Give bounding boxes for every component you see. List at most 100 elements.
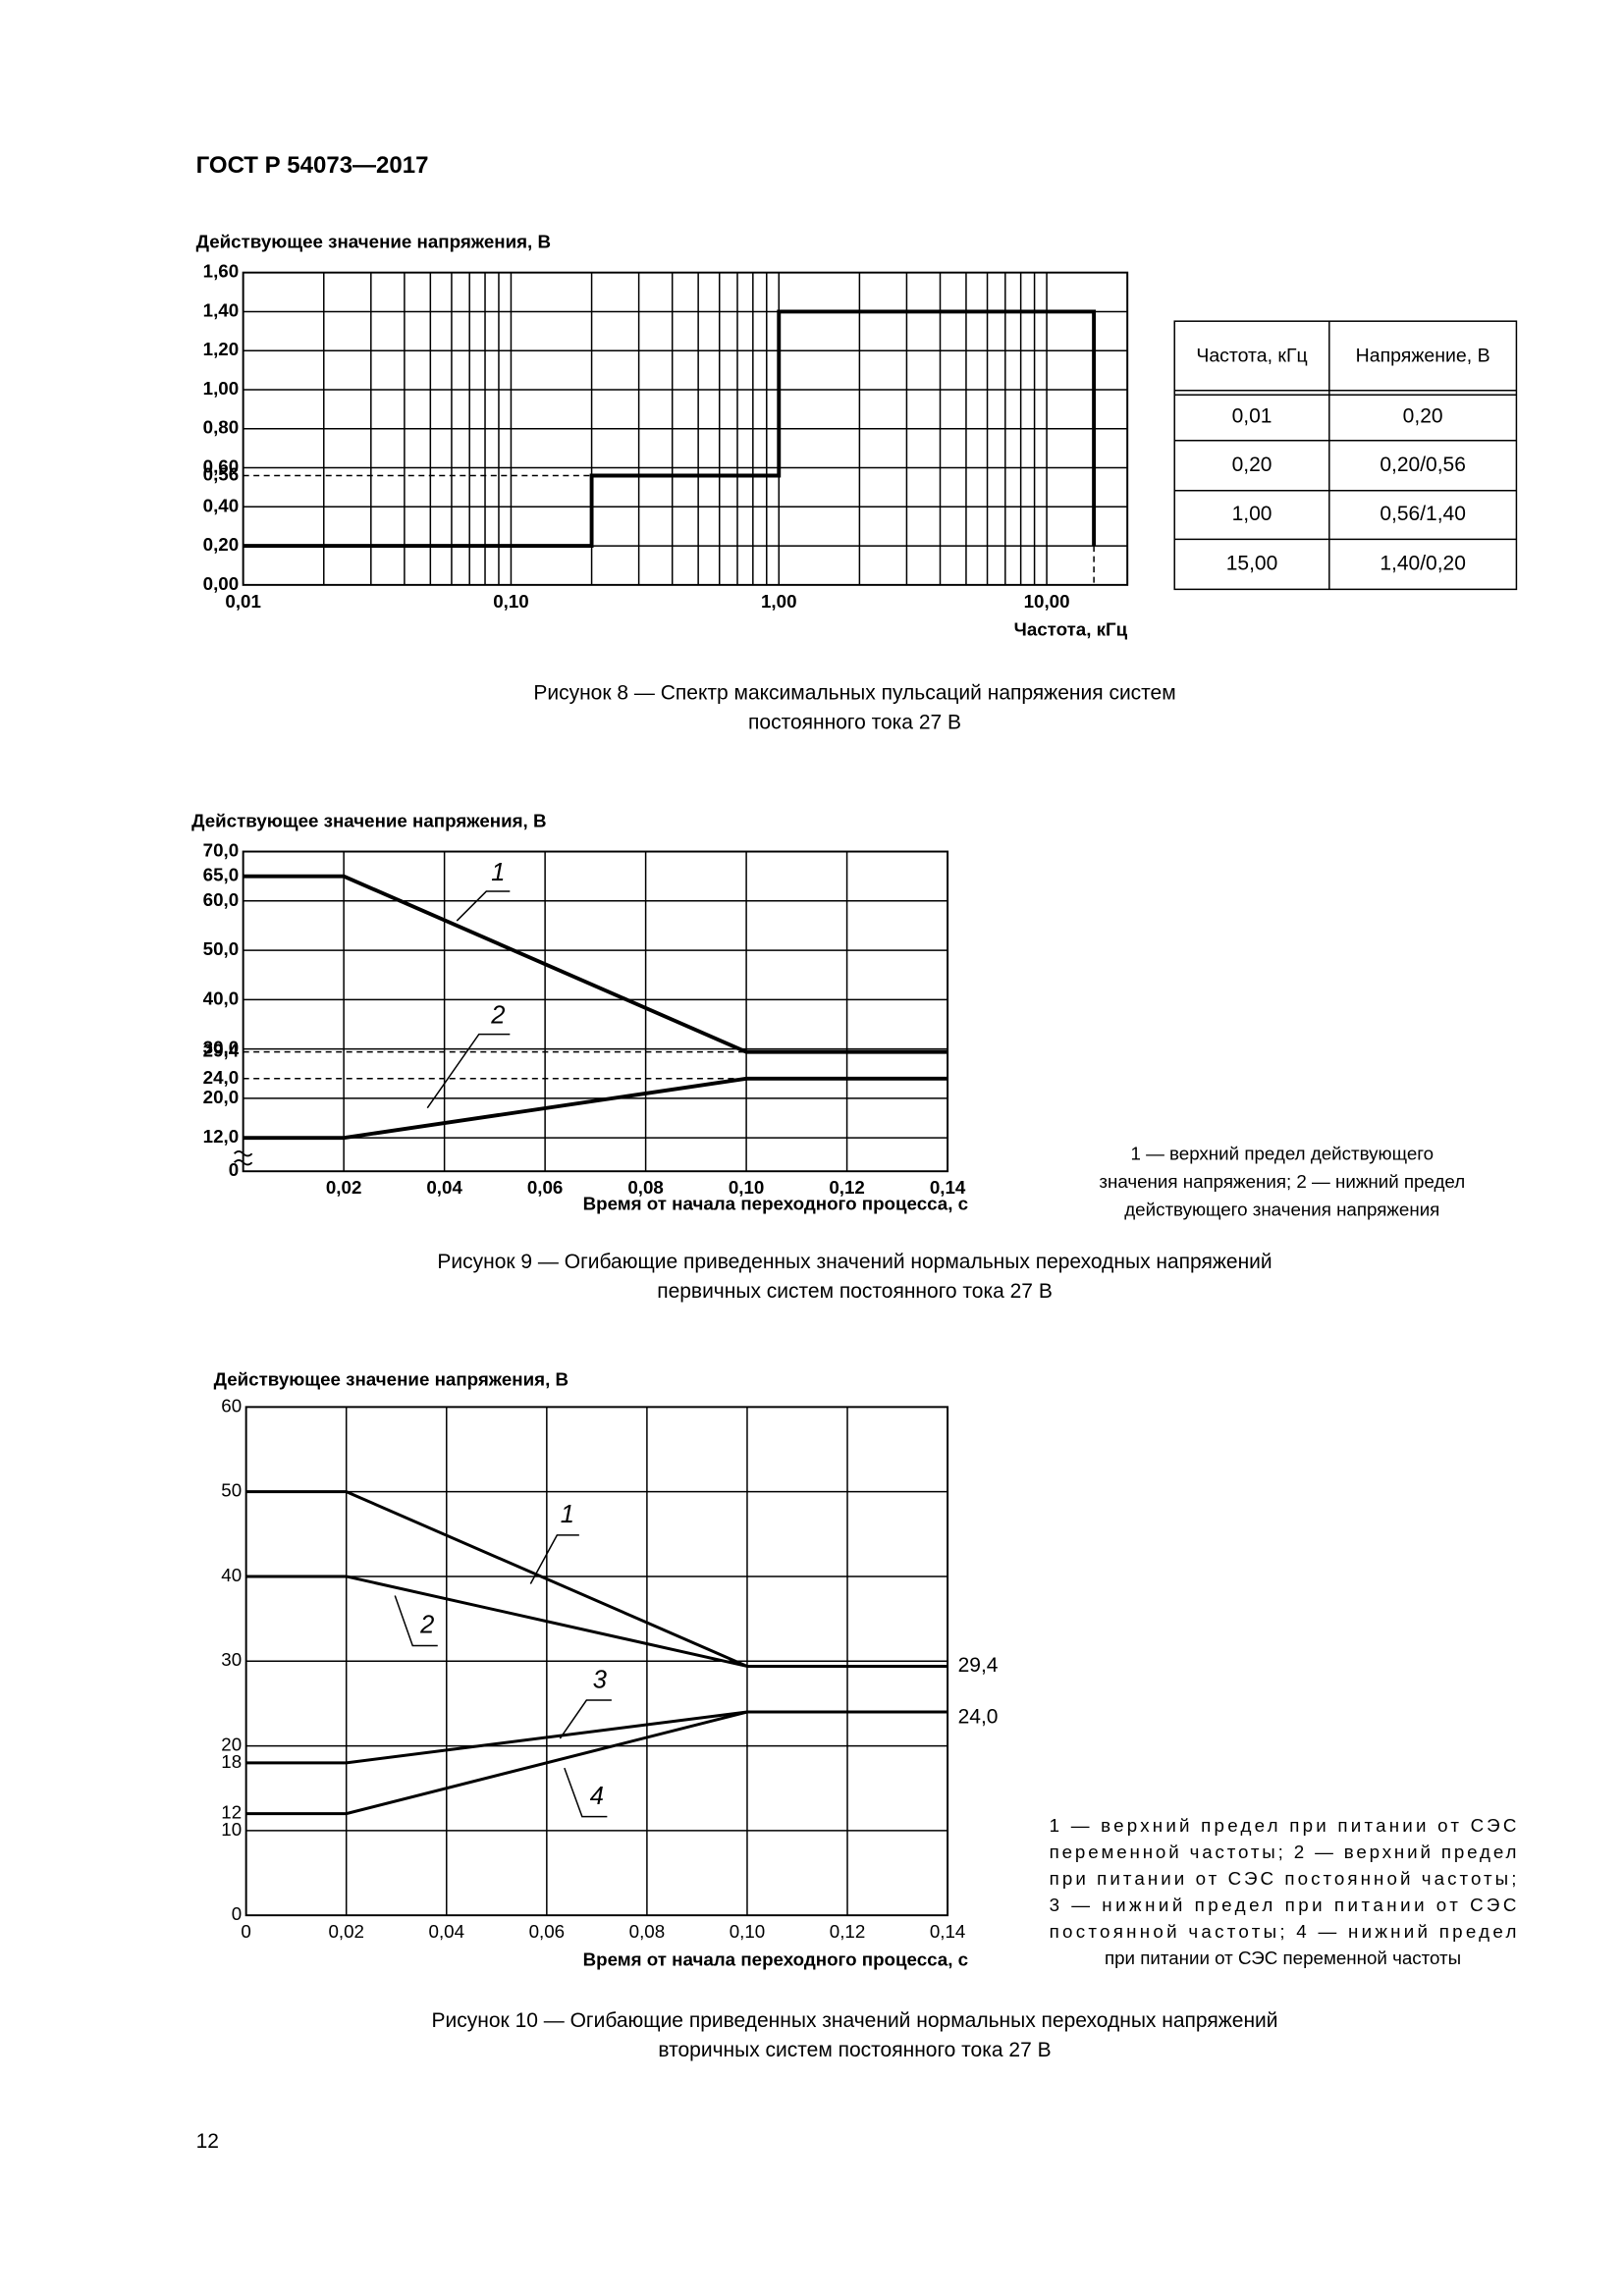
y-tick-label: 30,0: [203, 1038, 240, 1058]
x-tick-label: 0,06: [529, 1921, 566, 1942]
y-tick-label: 30: [221, 1649, 242, 1670]
y-tick-label: 1,40: [203, 299, 240, 320]
leader-line: [564, 1767, 608, 1818]
legend-note: 1 — верхний предел действующего: [1130, 1144, 1434, 1164]
table-cell: 15,00: [1226, 552, 1278, 574]
table: [1173, 320, 1518, 591]
curve-label: 2: [419, 1612, 434, 1639]
y-tick-label: 20,0: [203, 1087, 240, 1107]
y-tick-label: 29,4: [203, 1041, 240, 1061]
y-tick-label: 65,0: [203, 865, 240, 885]
x-tick-label: 0,06: [527, 1177, 564, 1198]
legend-note: 3 — нижний предел при питании от СЭС: [1050, 1895, 1517, 1915]
y-tick-label: 0,80: [203, 417, 240, 438]
leader-line: [394, 1595, 438, 1647]
y-tick-label: 50,0: [203, 938, 240, 959]
table-cell: 0,56/1,40: [1380, 503, 1466, 525]
x-tick-label: 0,04: [426, 1177, 462, 1198]
y-axis-label: Действующее значение напряжения, В: [196, 232, 551, 252]
x-tick-label: 0,10: [729, 1177, 765, 1198]
y-tick-label: 70,0: [203, 839, 240, 860]
axis-break: [234, 1150, 253, 1166]
y-axis-label: Действующее значение напряжения, В: [191, 810, 546, 830]
figure-caption: Рисунок 9 — Огибающие приведенных значен…: [437, 1251, 1272, 1273]
x-tick-label: 0,14: [930, 1177, 966, 1198]
y-tick-label: 0: [232, 1903, 242, 1924]
curve-label: 1: [491, 859, 505, 886]
table-cell: 1,40/0,20: [1380, 552, 1466, 574]
y-tick-label: 1,60: [203, 261, 240, 282]
figure-caption: Рисунок 10 — Огибающие приведенных значе…: [432, 2009, 1278, 2032]
x-tick-label: 0,04: [429, 1921, 464, 1942]
x-axis-label: Частота, кГц: [1014, 618, 1128, 639]
plot-frame: [244, 1406, 949, 1917]
y-tick-label: 0,60: [203, 455, 240, 476]
x-tick-label: 0,01: [225, 591, 261, 612]
leader-line: [456, 890, 511, 922]
table-header: Напряжение, В: [1356, 345, 1490, 366]
y-tick-label: 0,00: [203, 573, 240, 594]
y-tick-label: 1,00: [203, 378, 240, 399]
x-axis-label: Время от начала переходного процесса, с: [583, 1949, 968, 1970]
y-tick-label: 24,0: [203, 1067, 240, 1088]
y-tick-label: 50: [221, 1480, 242, 1501]
legend-note: постоянной частоты; 4 — нижний предел: [1050, 1921, 1517, 1942]
y-tick-label: 60: [221, 1395, 242, 1415]
plot-frame: [242, 271, 1129, 586]
legend-note: 1 — верхний предел при питании от СЭС: [1050, 1815, 1517, 1836]
data-line: [245, 1490, 948, 1668]
table-frame: [1173, 320, 1518, 591]
x-tick-label: 0,10: [493, 591, 529, 612]
plot-frame: [242, 850, 949, 1173]
data-line: [243, 1076, 948, 1141]
y-tick-label: 60,0: [203, 889, 240, 910]
figure-caption: Рисунок 8 — Спектр максимальных пульсаци…: [533, 681, 1175, 704]
x-tick-label: 0,12: [829, 1177, 865, 1198]
doc-header: ГОСТ Р 54073—2017: [196, 152, 429, 179]
y-tick-label: 20: [221, 1735, 242, 1755]
y-tick-label: 0,40: [203, 495, 240, 515]
x-tick-label: 0: [241, 1921, 250, 1942]
data-line: [245, 1710, 748, 1816]
y-tick-label: 12: [221, 1802, 242, 1823]
legend-note: при питании от СЭС постоянной частоты;: [1050, 1868, 1517, 1889]
figure-caption: вторичных систем постоянного тока 27 В: [658, 2039, 1051, 2061]
legend-note: значения напряжения; 2 — нижний предел: [1099, 1171, 1465, 1192]
x-tick-label: 0,12: [830, 1921, 866, 1942]
x-tick-label: 1,00: [761, 591, 797, 612]
legend-note: переменной частоты; 2 — верхний предел: [1050, 1842, 1517, 1862]
y-tick-label: 12,0: [203, 1126, 240, 1147]
data-line: [243, 309, 1097, 549]
curve-label: 24,0: [958, 1706, 999, 1729]
y-tick-label: 0,20: [203, 534, 240, 555]
table-cell: 0,01: [1232, 404, 1272, 427]
figure-caption: постоянного тока 27 В: [748, 711, 961, 733]
legend-note: действующего значения напряжения: [1124, 1200, 1439, 1220]
leader-line: [559, 1699, 612, 1739]
leader-line: [426, 1033, 511, 1109]
y-tick-label: 18: [221, 1751, 242, 1772]
curve-label: 3: [593, 1666, 607, 1693]
y-tick-label: 1,20: [203, 339, 240, 359]
data-line: [245, 1710, 948, 1765]
table-cell: 0,20/0,56: [1380, 454, 1466, 476]
leader-line: [529, 1534, 579, 1584]
curve-label: 4: [590, 1783, 604, 1810]
curve-label: 2: [490, 1001, 505, 1029]
y-tick-label: 40: [221, 1565, 242, 1585]
table-cell: 0,20: [1232, 454, 1272, 476]
figure-caption: первичных систем постоянного тока 27 В: [657, 1280, 1053, 1303]
x-tick-label: 0,02: [326, 1177, 362, 1198]
x-tick-label: 10,00: [1024, 591, 1070, 612]
y-tick-label: 40,0: [203, 988, 240, 1008]
curve-label: 1: [561, 1501, 574, 1528]
x-axis-label: Время от начала переходного процесса, с: [583, 1194, 968, 1214]
x-tick-label: 0,14: [930, 1921, 966, 1942]
y-tick-label: 10: [221, 1819, 242, 1840]
y-tick-label: 0: [229, 1159, 239, 1180]
legend-note: при питании от СЭС переменной частоты: [1105, 1948, 1461, 1968]
y-tick-label: 0,56: [203, 463, 240, 484]
x-tick-label: 0,08: [627, 1177, 664, 1198]
page-number: 12: [196, 2130, 219, 2153]
